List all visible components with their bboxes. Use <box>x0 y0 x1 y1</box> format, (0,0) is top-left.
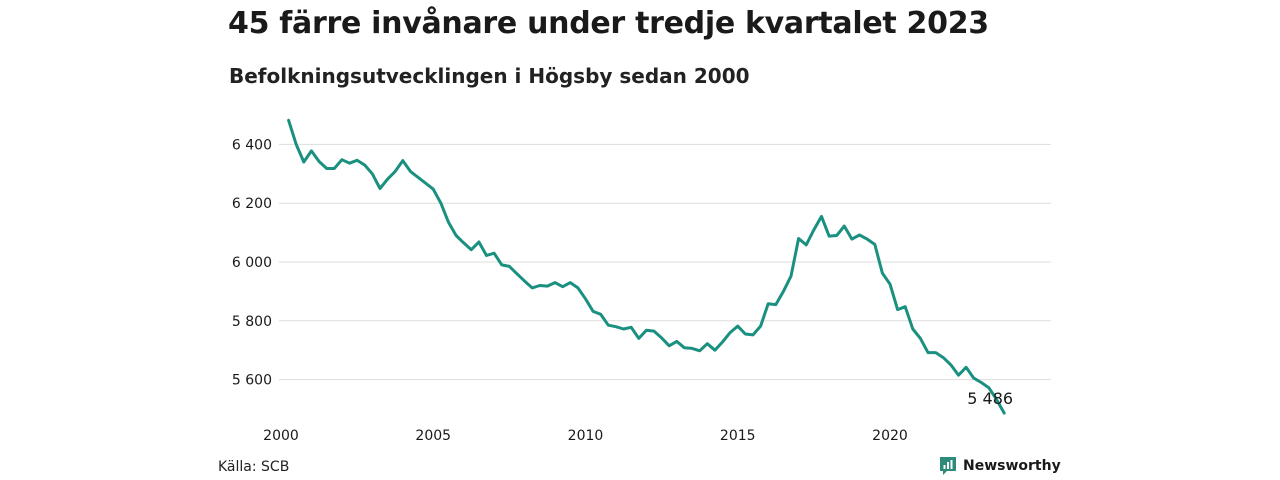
x-tick-label: 2005 <box>415 428 451 444</box>
source-text: Källa: SCB <box>218 459 290 475</box>
y-tick-label: 5 800 <box>232 314 272 330</box>
y-tick-label: 6 200 <box>232 196 272 212</box>
x-tick-label: 2015 <box>720 428 756 444</box>
page-subtitle: Befolkningsutvecklingen i Högsby sedan 2… <box>229 64 750 88</box>
series-layer <box>287 118 1006 415</box>
x-tick-label: 2020 <box>872 428 908 444</box>
y-tick-label: 5 600 <box>232 373 272 389</box>
newsworthy-logo-icon <box>938 456 958 476</box>
y-tick-label: 6 400 <box>232 137 272 153</box>
brand-name: Newsworthy <box>963 458 1061 474</box>
y-tick-label: 6 000 <box>232 255 272 271</box>
x-tick-label: 2010 <box>568 428 604 444</box>
y-axis-tick-labels: 5 600 5 800 6 000 6 200 6 400 <box>232 137 272 388</box>
end-value-label: 5 486 <box>967 389 1013 408</box>
brand-logo[interactable]: Newsworthy <box>938 456 1061 476</box>
x-axis-tick-labels: 2000 2005 2010 2015 2020 <box>263 428 908 444</box>
page-title: 45 färre invånare under tredje kvartalet… <box>228 6 989 41</box>
series-line <box>287 118 1006 415</box>
grid-lines <box>279 143 1051 381</box>
x-tick-label: 2000 <box>263 428 299 444</box>
